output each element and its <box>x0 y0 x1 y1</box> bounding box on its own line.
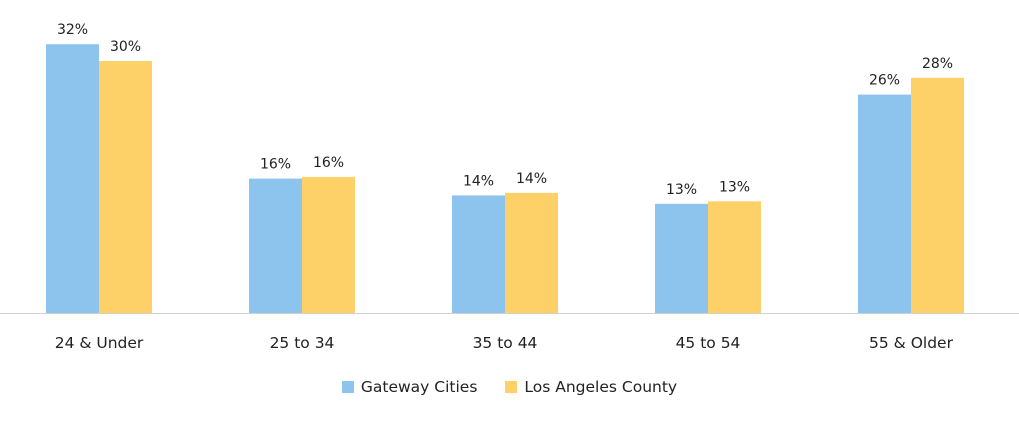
data-label-gateway-cities-35-to-44: 14% <box>463 173 494 189</box>
legend-swatch-gateway-cities <box>341 381 354 393</box>
bar-los-angeles-county-35-to-44 <box>505 192 558 313</box>
bar-gateway-cities-35-to-44 <box>452 195 505 313</box>
x-tick-label-55-older: 55 & Older <box>869 334 954 352</box>
legend-swatch-los-angeles-county <box>505 381 518 393</box>
legend: Gateway Cities Los Angeles County <box>0 378 1019 396</box>
data-label-los-angeles-county-24-under: 30% <box>110 39 141 55</box>
data-label-los-angeles-county-55-older: 28% <box>922 56 953 72</box>
data-label-los-angeles-county-45-to-54: 13% <box>719 179 750 195</box>
bar-los-angeles-county-55-older <box>911 77 964 313</box>
x-tick-label-35-to-44: 35 to 44 <box>473 334 538 352</box>
x-tick-labels-layer: 24 & Under 25 to 34 35 to 44 45 to 54 55 & O… <box>55 334 954 352</box>
bar-los-angeles-county-45-to-54 <box>708 201 761 313</box>
legend-label-los-angeles-county: Los Angeles County <box>524 378 678 396</box>
bar-gateway-cities-24-under <box>46 44 99 313</box>
bar-gateway-cities-25-to-34 <box>249 178 302 313</box>
x-tick-label-25-to-34: 25 to 34 <box>270 334 335 352</box>
bar-los-angeles-county-25-to-34 <box>302 176 355 313</box>
bar-chart: 32% 30% 16% 16% 14% 14% 13% 13% 26% 28% 24 & Unde… <box>0 22 1019 352</box>
data-label-los-angeles-county-25-to-34: 16% <box>313 155 344 171</box>
data-label-gateway-cities-24-under: 32% <box>57 22 88 38</box>
bars-layer <box>46 44 964 313</box>
bar-gateway-cities-55-older <box>858 94 911 313</box>
bar-los-angeles-county-24-under <box>99 61 152 313</box>
x-tick-label-45-to-54: 45 to 54 <box>676 334 741 352</box>
data-label-gateway-cities-45-to-54: 13% <box>666 182 697 198</box>
data-label-los-angeles-county-35-to-44: 14% <box>516 171 547 187</box>
legend-item-gateway-cities: Gateway Cities <box>341 378 478 396</box>
data-label-gateway-cities-25-to-34: 16% <box>260 157 291 173</box>
legend-item-los-angeles-county: Los Angeles County <box>505 378 677 396</box>
data-labels-layer: 32% 30% 16% 16% 14% 14% 13% 13% 26% 28% <box>57 22 953 198</box>
bar-gateway-cities-45-to-54 <box>655 203 708 313</box>
x-tick-label-24-under: 24 & Under <box>55 334 144 352</box>
legend-label-gateway-cities: Gateway Cities <box>360 378 478 396</box>
data-label-gateway-cities-55-older: 26% <box>869 73 900 89</box>
